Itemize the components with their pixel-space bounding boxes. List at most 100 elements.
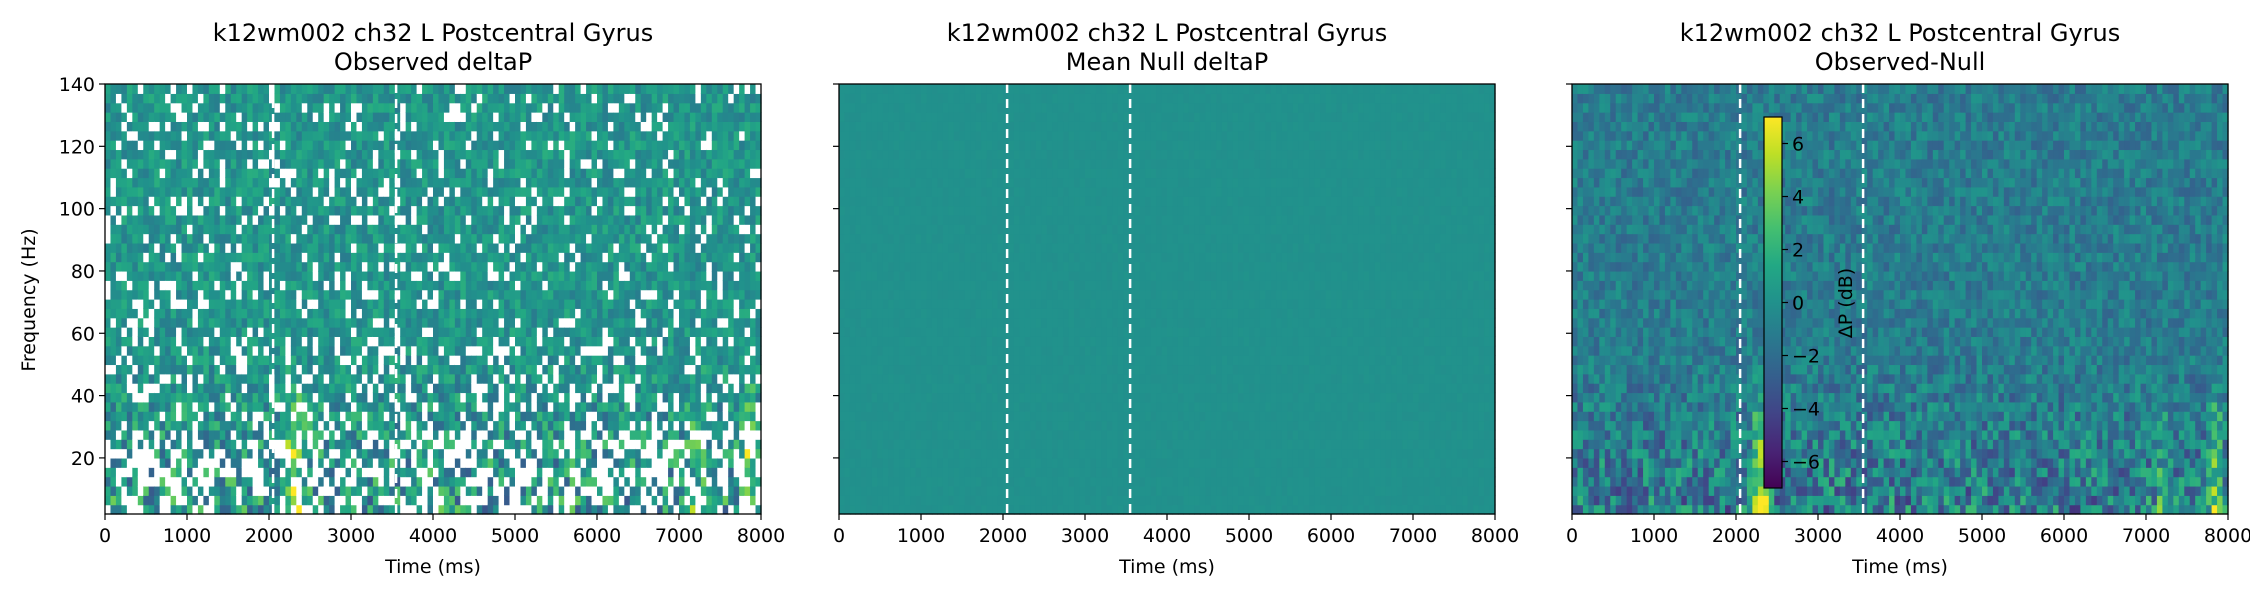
heatmap-cell: [285, 336, 292, 347]
heatmap-cell: [673, 112, 680, 122]
heatmap-cell: [274, 439, 281, 450]
heatmap-cell: [105, 457, 112, 468]
heatmap-cell: [575, 177, 582, 188]
heatmap-cell: [689, 495, 696, 506]
heatmap-cell: [536, 177, 543, 188]
heatmap-cell: [405, 504, 412, 515]
heatmap-cell: [296, 186, 303, 197]
heatmap-cell: [520, 299, 527, 309]
heatmap-cell: [197, 336, 204, 347]
heatmap-cell: [684, 448, 691, 459]
heatmap-cell: [476, 308, 483, 319]
heatmap-cell: [126, 373, 133, 384]
heatmap-cell: [613, 84, 620, 94]
heatmap-cell: [443, 392, 450, 403]
heatmap-cell: [547, 383, 554, 394]
heatmap-cell: [236, 401, 243, 412]
heatmap-cell: [318, 102, 325, 113]
heatmap-cell: [646, 485, 653, 496]
heatmap-cell: [542, 429, 549, 440]
heatmap-cell: [646, 270, 653, 281]
heatmap-cell: [651, 177, 658, 188]
heatmap-cell: [225, 327, 232, 337]
heatmap-cell: [433, 242, 440, 253]
heatmap-cell: [203, 214, 210, 225]
heatmap-cell: [197, 364, 204, 375]
heatmap-cell: [525, 308, 532, 319]
heatmap-cell: [487, 149, 494, 160]
heatmap-cell: [181, 121, 188, 132]
heatmap-cell: [241, 130, 248, 141]
heatmap-cell: [301, 130, 308, 141]
heatmap-cell: [427, 504, 434, 515]
heatmap-cell: [465, 448, 472, 459]
heatmap-cell: [154, 280, 161, 291]
heatmap-cell: [296, 485, 303, 496]
heatmap-cell: [208, 345, 215, 356]
heatmap-cell: [504, 84, 511, 94]
heatmap-cell: [274, 140, 281, 151]
heatmap-cell: [525, 401, 532, 412]
heatmap-cell: [203, 467, 210, 478]
heatmap-cell: [553, 149, 560, 160]
heatmap-cell: [635, 177, 642, 188]
heatmap-cell: [515, 383, 522, 394]
heatmap-cell: [126, 280, 133, 291]
heatmap-cell: [476, 355, 483, 366]
heatmap-cell: [411, 364, 418, 375]
heatmap-cell: [454, 457, 461, 468]
heatmap-cell: [493, 495, 500, 506]
heatmap-cell: [662, 84, 669, 94]
heatmap-cell: [618, 448, 625, 459]
heatmap-cell: [602, 448, 609, 459]
heatmap-cell: [422, 373, 429, 384]
heatmap-cell: [170, 317, 177, 328]
heatmap-cell: [290, 196, 297, 207]
heatmap-cell: [126, 411, 133, 422]
heatmap-cell: [465, 308, 472, 319]
heatmap-cell: [274, 280, 281, 291]
heatmap-cell: [132, 317, 139, 328]
heatmap-cell: [176, 158, 183, 169]
heatmap-cell: [143, 327, 150, 337]
heatmap-cell: [367, 168, 374, 179]
heatmap-cell: [176, 467, 183, 478]
heatmap-cell: [525, 112, 532, 122]
heatmap-cell: [553, 355, 560, 366]
heatmap-cell: [569, 140, 576, 151]
heatmap-cell: [340, 121, 347, 132]
heatmap-cell: [536, 280, 543, 291]
heatmap-cell: [602, 495, 609, 506]
heatmap-cell: [460, 140, 467, 151]
heatmap-cell: [307, 140, 314, 151]
heatmap-cell: [296, 280, 303, 291]
heatmap-cell: [476, 168, 483, 179]
heatmap-cell: [509, 261, 516, 272]
heatmap-cell: [547, 186, 554, 197]
heatmap-cell: [657, 121, 664, 132]
heatmap-cell: [569, 373, 576, 384]
heatmap-cell: [197, 205, 204, 216]
heatmap-cell: [121, 355, 128, 366]
heatmap-cell: [569, 439, 576, 450]
heatmap-cell: [509, 299, 516, 309]
heatmap-cell: [657, 457, 664, 468]
heatmap-cell: [646, 214, 653, 225]
heatmap-cell: [110, 84, 117, 94]
heatmap-cell: [132, 336, 139, 347]
heatmap-cell: [460, 289, 467, 300]
heatmap-cell: [367, 196, 374, 207]
heatmap-cell: [389, 149, 396, 160]
heatmap-cell: [301, 504, 308, 515]
heatmap-cell: [361, 205, 368, 216]
heatmap-cell: [498, 411, 505, 422]
heatmap-cell: [148, 355, 155, 366]
heatmap-cell: [296, 504, 303, 515]
heatmap-cell: [176, 299, 183, 309]
heatmap-cell: [290, 476, 297, 487]
heatmap-cell: [334, 158, 341, 169]
heatmap-cell: [219, 205, 226, 216]
heatmap-cell: [558, 457, 565, 468]
heatmap-cell: [318, 214, 325, 225]
heatmap-cell: [536, 289, 543, 300]
